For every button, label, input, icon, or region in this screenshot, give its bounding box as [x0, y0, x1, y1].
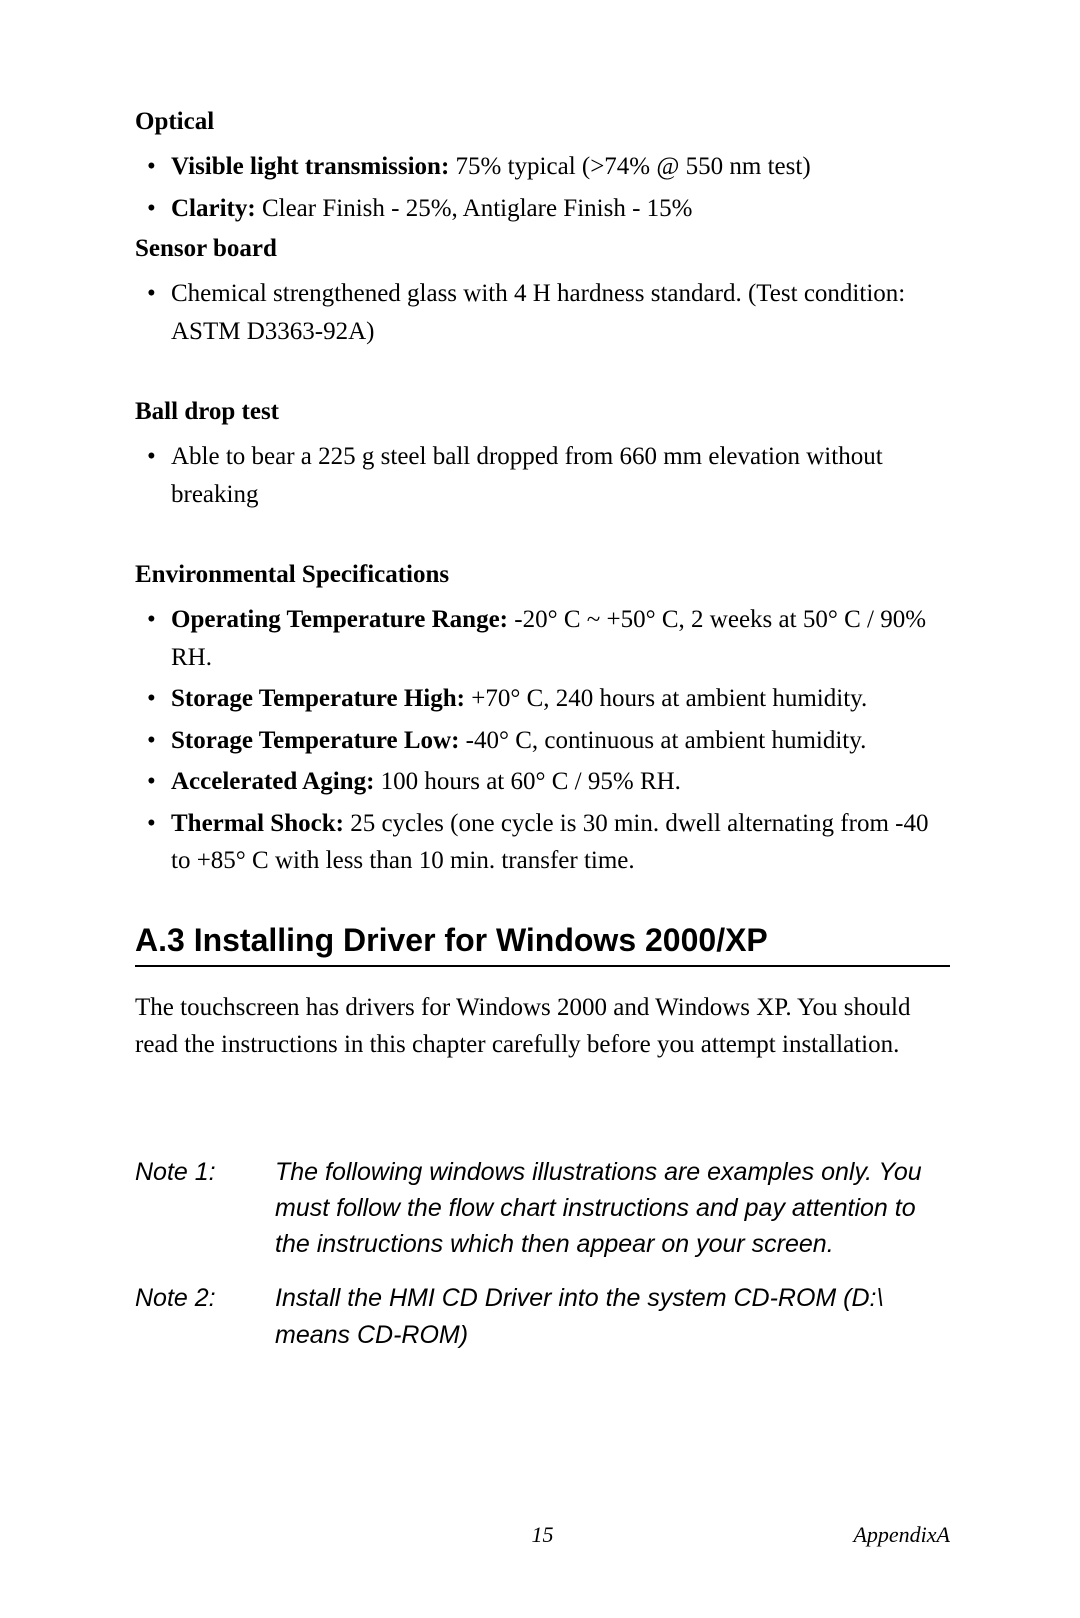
item-label: Thermal Shock:	[171, 810, 344, 837]
optical-section: Optical Visible light transmission: 75% …	[135, 108, 950, 227]
item-label: Storage Temperature High:	[171, 685, 465, 712]
item-label: Storage Temperature Low:	[171, 727, 459, 754]
section-rule	[135, 965, 950, 967]
list-item: Operating Temperature Range: -20° C ~ +5…	[135, 601, 950, 676]
env-heading: Environmental Specifications	[135, 561, 950, 589]
item-text: Clear Finish - 25%, Antiglare Finish - 1…	[256, 195, 693, 222]
note-label: Note 1:	[135, 1154, 275, 1263]
ball-list: Able to bear a 225 g steel ball dropped …	[135, 438, 950, 513]
env-list: Operating Temperature Range: -20° C ~ +5…	[135, 601, 950, 880]
item-text: 100 hours at 60° C / 95% RH.	[374, 768, 681, 795]
sensor-section: Sensor board Chemical strengthened glass…	[135, 235, 950, 350]
note-row: Note 1: The following windows illustrati…	[135, 1154, 950, 1263]
footer-page-number: 15	[532, 1522, 554, 1548]
sensor-heading: Sensor board	[135, 235, 950, 263]
list-item: Accelerated Aging: 100 hours at 60° C / …	[135, 763, 950, 801]
note-label: Note 2:	[135, 1280, 275, 1353]
item-label: Accelerated Aging:	[171, 768, 374, 795]
footer-appendix: AppendixA	[853, 1522, 950, 1548]
list-item: Storage Temperature Low: -40° C, continu…	[135, 722, 950, 760]
item-text: 75% typical (>74% @ 550 nm test)	[449, 153, 810, 180]
ball-section: Ball drop test Able to bear a 225 g stee…	[135, 398, 950, 513]
list-item: Clarity: Clear Finish - 25%, Antiglare F…	[135, 190, 950, 228]
notes-block: Note 1: The following windows illustrati…	[135, 1154, 950, 1353]
item-text: Able to bear a 225 g steel ball dropped …	[171, 443, 883, 508]
page-footer: 15 AppendixA	[135, 1522, 950, 1548]
list-item: Visible light transmission: 75% typical …	[135, 148, 950, 186]
section-title: A.3 Installing Driver for Windows 2000/X…	[135, 922, 950, 959]
sensor-list: Chemical strengthened glass with 4 H har…	[135, 275, 950, 350]
list-item: Able to bear a 225 g steel ball dropped …	[135, 438, 950, 513]
note-text: The following windows illustrations are …	[275, 1154, 950, 1263]
item-label: Operating Temperature Range:	[171, 606, 508, 633]
item-text: Chemical strengthened glass with 4 H har…	[171, 280, 905, 345]
note-text: Install the HMI CD Driver into the syste…	[275, 1280, 950, 1353]
list-item: Storage Temperature High: +70° C, 240 ho…	[135, 680, 950, 718]
list-item: Chemical strengthened glass with 4 H har…	[135, 275, 950, 350]
list-item: Thermal Shock: 25 cycles (one cycle is 3…	[135, 805, 950, 880]
env-section: Environmental Specifications Operating T…	[135, 561, 950, 880]
note-row: Note 2: Install the HMI CD Driver into t…	[135, 1280, 950, 1353]
section-a3: A.3 Installing Driver for Windows 2000/X…	[135, 922, 950, 1064]
item-text: -40° C, continuous at ambient humidity.	[459, 727, 866, 754]
item-label: Visible light transmission:	[171, 153, 449, 180]
optical-list: Visible light transmission: 75% typical …	[135, 148, 950, 227]
ball-heading: Ball drop test	[135, 398, 950, 426]
item-label: Clarity:	[171, 195, 256, 222]
section-body: The touchscreen has drivers for Windows …	[135, 989, 950, 1064]
optical-heading: Optical	[135, 108, 950, 136]
item-text: +70° C, 240 hours at ambient humidity.	[465, 685, 867, 712]
